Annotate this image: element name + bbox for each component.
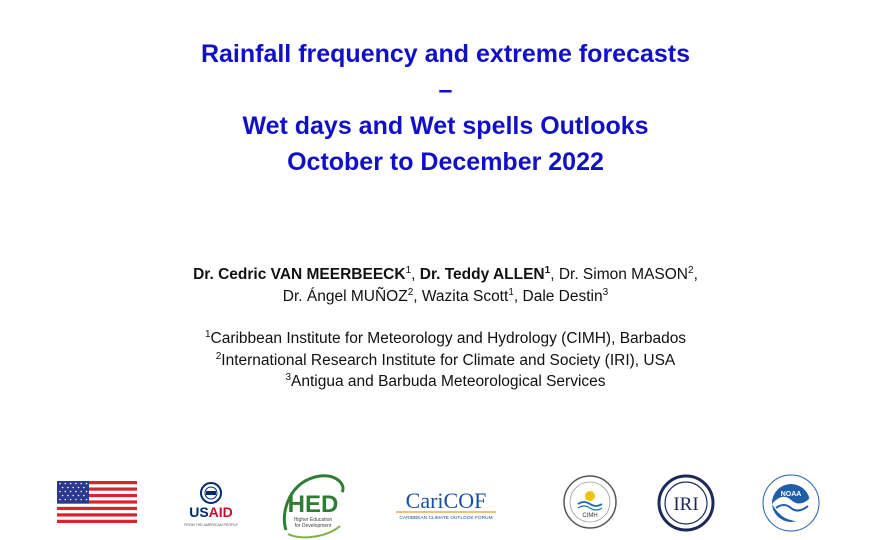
affiliation-1-sup: 1 <box>204 328 211 340</box>
usaid-logo: USAID FROM THE AMERICAN PEOPLE <box>184 482 239 527</box>
iri-logo: IRI <box>657 474 715 532</box>
title-line-2: – <box>438 76 453 104</box>
authors: Dr. Cedric VAN MEERBEECK1, Dr. Teddy ALL… <box>0 264 891 308</box>
iri-name: IRI <box>673 494 698 515</box>
usaid-tagline: FROM THE AMERICAN PEOPLE <box>184 523 238 527</box>
author-3: Dr. Simon MASON <box>558 266 689 283</box>
affiliation-2: 2International Research Institute for Cl… <box>0 350 891 372</box>
author-4: Dr. Ángel MUÑOZ <box>282 288 408 305</box>
author-3-sup: 2 <box>688 264 694 276</box>
title-line-1: Rainfall frequency and extreme forecasts <box>200 40 691 68</box>
affiliation-2-text: International Research Institute for Cli… <box>221 351 676 369</box>
affiliations: 1Caribbean Institute for Meteorology and… <box>0 328 891 393</box>
author-5-sup: 1 <box>508 286 514 298</box>
hed-tagline-2: for Development <box>295 523 332 529</box>
us-flag-icon <box>57 481 137 523</box>
author-6-sup: 3 <box>602 286 609 298</box>
hed-name: HED <box>288 491 339 518</box>
caricof-tagline: CARIBBEAN CLIMATE OUTLOOK FORUM <box>399 515 492 521</box>
affiliation-3: 3Antigua and Barbuda Meteorological Serv… <box>0 371 891 393</box>
logo-row: USAID FROM THE AMERICAN PEOPLE HED Highe… <box>0 470 891 540</box>
svg-text:USAID: USAID <box>189 504 233 520</box>
cimh-name: CIMH <box>582 513 597 519</box>
author-5: Wazita Scott <box>421 288 509 305</box>
author-6: Dale Destin <box>522 288 603 305</box>
title-line-4: October to December 2022 <box>287 148 604 176</box>
author-4-sup: 2 <box>407 286 414 298</box>
cimh-logo: CIMH <box>563 475 617 529</box>
affiliation-1: 1Caribbean Institute for Meteorology and… <box>0 328 891 350</box>
affiliation-2-sup: 2 <box>215 350 222 362</box>
noaa-logo: NOAA <box>762 474 820 532</box>
affiliation-3-sup: 3 <box>285 371 292 383</box>
caricof-logo: CariCOF CARIBBEAN CLIMATE OUTLOOK FORUM <box>396 488 496 521</box>
title-line-3: Wet days and Wet spells Outlooks <box>242 112 649 140</box>
hed-logo: HED Higher Education for Development <box>282 474 345 539</box>
caricof-name: CariCOF <box>406 488 487 513</box>
affiliation-1-text: Caribbean Institute for Meteorology and … <box>210 330 687 347</box>
author-2: Dr. Teddy ALLEN <box>419 266 545 283</box>
title-block: Rainfall frequency and extreme forecasts… <box>0 36 891 180</box>
affiliation-3-text: Antigua and Barbuda Meteorological Servi… <box>291 373 606 390</box>
authors-line-1: Dr. Cedric VAN MEERBEECK1, Dr. Teddy ALL… <box>193 264 698 283</box>
hed-tagline-1: Higher Education <box>294 517 333 523</box>
noaa-name: NOAA <box>781 491 802 498</box>
author-1-sup: 1 <box>405 264 412 276</box>
authors-line-2: Dr. Ángel MUÑOZ2, Wazita Scott1, Dale De… <box>282 286 609 305</box>
author-2-sup: 1 <box>544 264 551 276</box>
author-1: Dr. Cedric VAN MEERBEECK <box>193 266 406 283</box>
